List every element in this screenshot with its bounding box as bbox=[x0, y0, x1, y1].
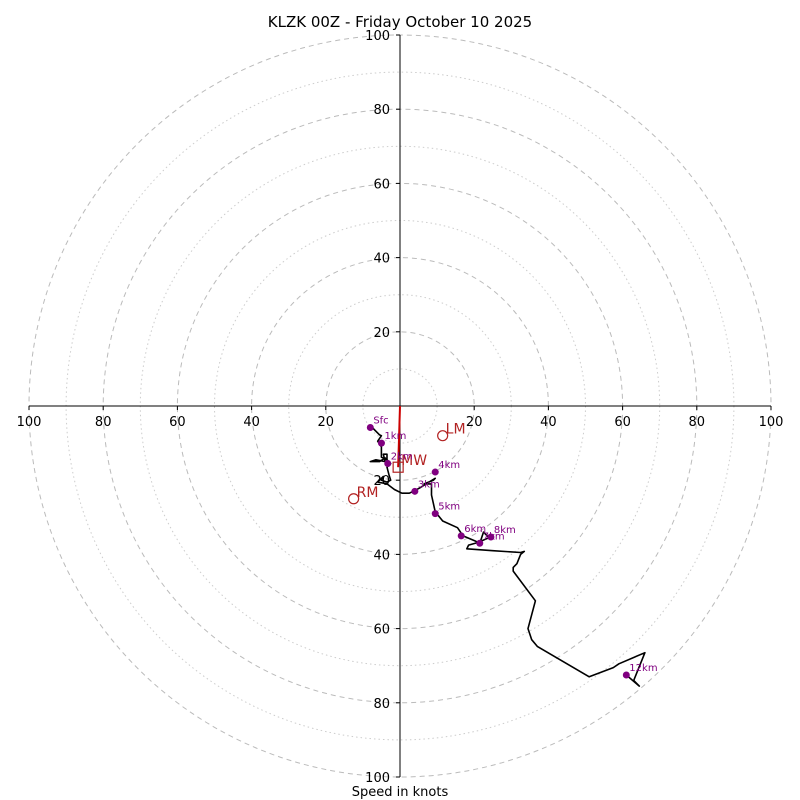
storm-label-mw: MW bbox=[401, 453, 427, 469]
x-tick-label: 80 bbox=[689, 415, 706, 430]
x-tick-label: 40 bbox=[243, 415, 260, 430]
y-tick-label: 60 bbox=[373, 623, 390, 638]
height-label-sfc: Sfc bbox=[373, 416, 388, 427]
x-tick-label: 100 bbox=[759, 415, 784, 430]
y-tick-label: 80 bbox=[373, 103, 390, 118]
y-tick-label: 80 bbox=[373, 697, 390, 712]
height-label-3km: 3km bbox=[418, 479, 440, 490]
storm-label-rm: RM bbox=[357, 485, 379, 501]
wind-trace-line bbox=[369, 426, 646, 687]
x-tick-label: 60 bbox=[614, 415, 631, 430]
y-tick-label: 20 bbox=[373, 474, 390, 489]
y-tick-label: 100 bbox=[365, 771, 390, 786]
x-tick-label: 80 bbox=[95, 415, 112, 430]
shear-vector bbox=[397, 405, 401, 468]
height-label-6km: 6km bbox=[464, 524, 486, 535]
x-axis-label: Speed in knots bbox=[352, 785, 449, 800]
chart-title: KLZK 00Z - Friday October 10 2025 bbox=[268, 13, 532, 31]
y-tick-label: 40 bbox=[373, 548, 390, 563]
height-point-5km bbox=[431, 510, 439, 518]
height-point-7km bbox=[476, 539, 484, 547]
storm-motion: LM MW RM bbox=[348, 422, 466, 505]
height-label-5km: 5km bbox=[438, 502, 460, 513]
height-point-sfc bbox=[366, 424, 374, 432]
height-label-2km: 2km bbox=[391, 452, 413, 463]
storm-label-lm: LM bbox=[446, 422, 466, 438]
height-point-1km bbox=[377, 439, 385, 447]
height-label-1km: 1km bbox=[384, 431, 406, 442]
height-label-12km: 12km bbox=[629, 663, 657, 674]
x-tick-label: 40 bbox=[540, 415, 557, 430]
shear-vector-line bbox=[397, 405, 401, 468]
y-tick-labels: 100 80 60 40 20 20 40 60 80 100 bbox=[365, 29, 400, 786]
height-label-4km: 4km bbox=[438, 460, 460, 471]
storm-marker-rm bbox=[348, 493, 360, 505]
x-tick-label: 20 bbox=[318, 415, 335, 430]
y-tick-label: 60 bbox=[373, 177, 390, 192]
storm-marker-mw bbox=[392, 461, 404, 473]
height-markers: Sfc1km2km3km4km5km6km7km8km12km bbox=[366, 416, 658, 679]
x-tick-label: 20 bbox=[466, 415, 483, 430]
wind-trace bbox=[369, 426, 646, 687]
height-point-8km bbox=[487, 533, 495, 541]
height-point-6km bbox=[457, 532, 465, 540]
y-tick-label: 100 bbox=[365, 29, 390, 44]
y-tick-label: 20 bbox=[373, 326, 390, 341]
height-point-2km bbox=[384, 460, 392, 468]
storm-marker-lm bbox=[437, 430, 449, 442]
height-label-8km: 8km bbox=[494, 525, 516, 536]
height-point-4km bbox=[431, 468, 439, 476]
height-point-3km bbox=[411, 487, 419, 495]
x-tick-label: 60 bbox=[169, 415, 186, 430]
y-tick-label: 40 bbox=[373, 252, 390, 267]
height-point-12km bbox=[622, 671, 630, 679]
x-tick-labels: 100 80 60 40 20 20 40 60 80 100 bbox=[17, 406, 784, 430]
x-tick-label: 100 bbox=[17, 415, 42, 430]
